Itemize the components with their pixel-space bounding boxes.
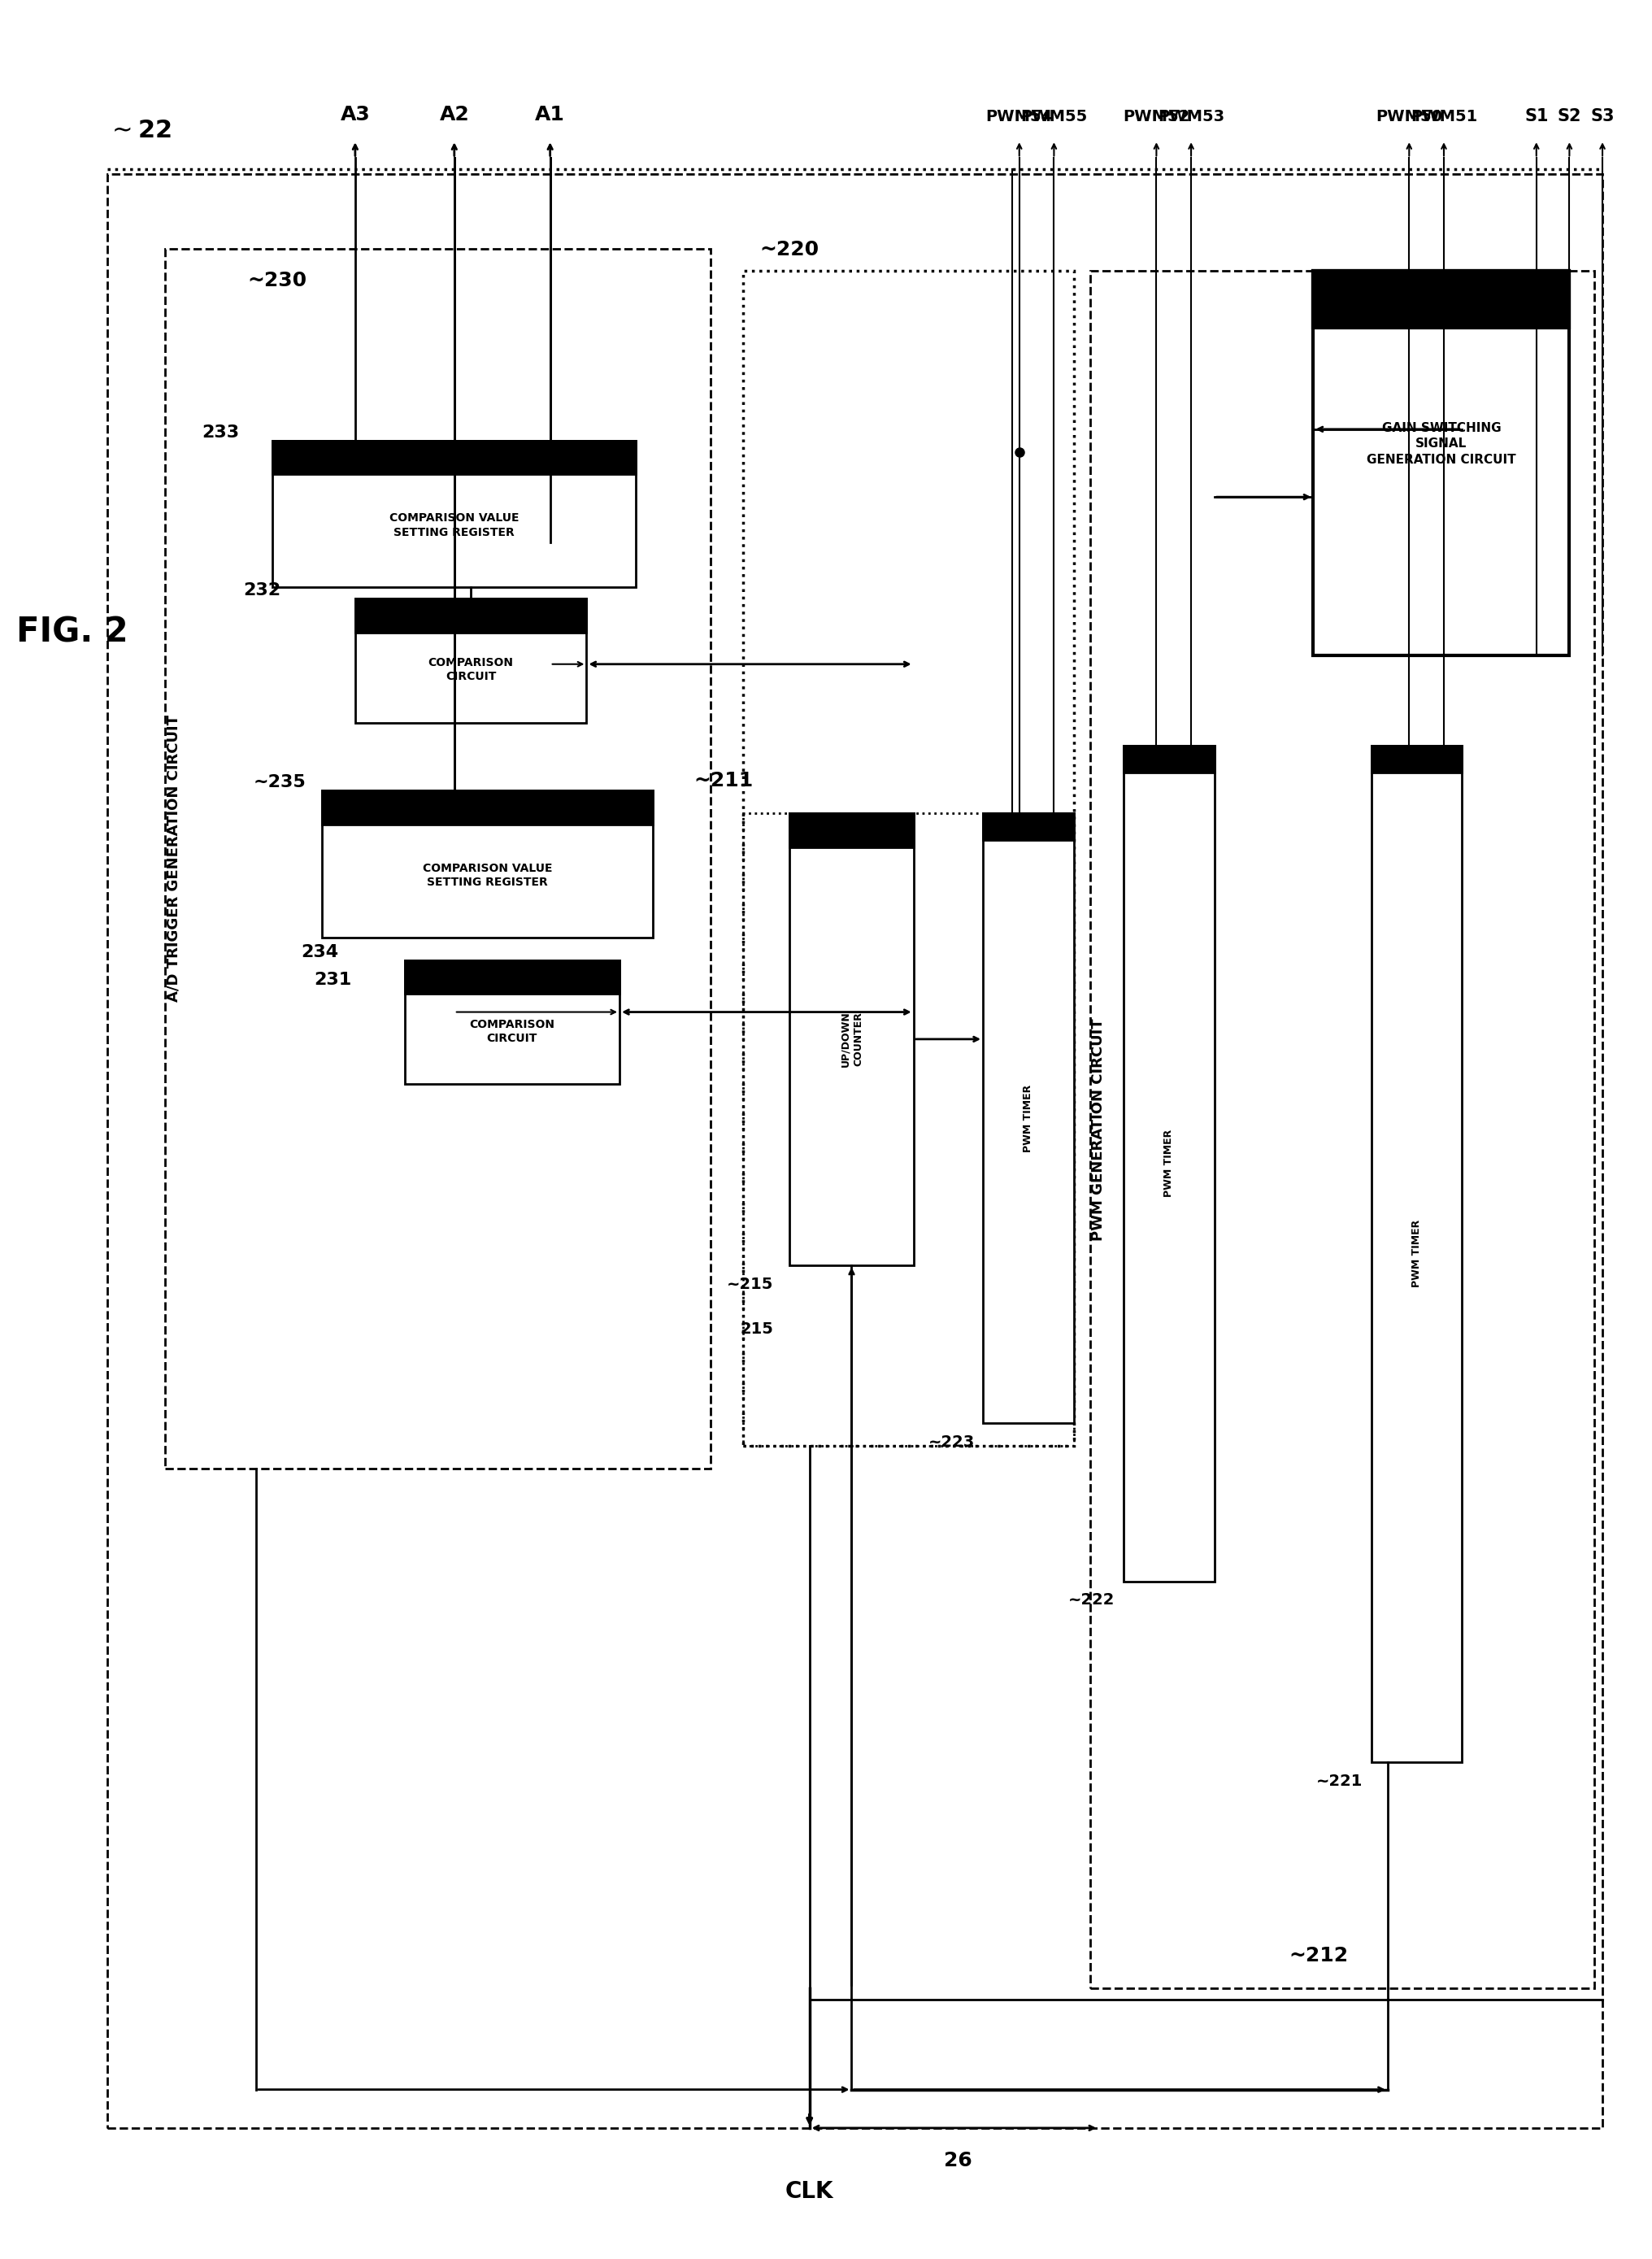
Text: PWM51: PWM51: [1411, 108, 1477, 124]
FancyBboxPatch shape: [355, 599, 586, 723]
Text: FIG. 2: FIG. 2: [17, 614, 129, 651]
Text: A1: A1: [535, 104, 565, 124]
Text: PWM TIMER: PWM TIMER: [1411, 1220, 1422, 1288]
FancyBboxPatch shape: [790, 813, 914, 1265]
FancyBboxPatch shape: [1123, 745, 1214, 1581]
Text: A/D TRIGGER GENERATION CIRCUIT: A/D TRIGGER GENERATION CIRCUIT: [167, 714, 180, 1003]
Text: 26: 26: [943, 2151, 973, 2171]
Text: A2: A2: [439, 104, 469, 124]
Text: ~222: ~222: [1069, 1593, 1115, 1608]
Text: COMPARISON
CIRCUIT: COMPARISON CIRCUIT: [469, 1019, 555, 1044]
FancyBboxPatch shape: [322, 791, 653, 937]
Text: 234: 234: [301, 944, 339, 960]
Text: A3: A3: [340, 104, 370, 124]
Text: ~220: ~220: [760, 239, 819, 260]
Text: ~235: ~235: [253, 775, 306, 791]
FancyBboxPatch shape: [405, 960, 620, 1084]
Text: $\sim$22: $\sim$22: [107, 120, 172, 142]
Text: 231: 231: [314, 971, 352, 987]
FancyBboxPatch shape: [273, 441, 636, 587]
Text: PWM TIMER: PWM TIMER: [1163, 1130, 1175, 1197]
Text: CLK: CLK: [785, 2180, 834, 2203]
Text: 232: 232: [243, 583, 281, 599]
Text: PWM55: PWM55: [1021, 108, 1087, 124]
Text: PWM GENERATION CIRCUIT: PWM GENERATION CIRCUIT: [1092, 1019, 1105, 1240]
FancyBboxPatch shape: [322, 791, 653, 825]
FancyBboxPatch shape: [983, 813, 1074, 1423]
Text: 233: 233: [202, 425, 240, 441]
FancyBboxPatch shape: [1371, 745, 1462, 1762]
Text: PWM53: PWM53: [1158, 108, 1224, 124]
Text: ~211: ~211: [694, 770, 753, 791]
Text: UP/DOWN
COUNTER: UP/DOWN COUNTER: [839, 1012, 864, 1066]
Text: S2: S2: [1558, 108, 1581, 124]
Text: ~230: ~230: [248, 271, 307, 291]
Text: COMPARISON VALUE
SETTING REGISTER: COMPARISON VALUE SETTING REGISTER: [423, 863, 552, 888]
Text: GAIN SWITCHING
SIGNAL
GENERATION CIRCUIT: GAIN SWITCHING SIGNAL GENERATION CIRCUIT: [1366, 422, 1517, 465]
FancyBboxPatch shape: [273, 441, 636, 474]
Text: COMPARISON
CIRCUIT: COMPARISON CIRCUIT: [428, 657, 514, 682]
FancyBboxPatch shape: [1313, 271, 1569, 655]
Text: COMPARISON VALUE
SETTING REGISTER: COMPARISON VALUE SETTING REGISTER: [390, 513, 519, 538]
Text: PWM50: PWM50: [1376, 108, 1442, 124]
Text: PWM TIMER: PWM TIMER: [1023, 1084, 1034, 1152]
Text: PWM54: PWM54: [986, 108, 1052, 124]
Text: S3: S3: [1591, 108, 1614, 124]
FancyBboxPatch shape: [1313, 271, 1569, 328]
FancyBboxPatch shape: [355, 599, 586, 633]
FancyBboxPatch shape: [1371, 745, 1462, 773]
Text: ~223: ~223: [928, 1434, 975, 1450]
Text: ~215: ~215: [727, 1276, 773, 1292]
Text: ~212: ~212: [1289, 1945, 1348, 1965]
FancyBboxPatch shape: [983, 813, 1074, 840]
FancyBboxPatch shape: [1123, 745, 1214, 773]
Text: PWM52: PWM52: [1123, 108, 1189, 124]
FancyBboxPatch shape: [790, 813, 914, 847]
Text: S1: S1: [1525, 108, 1548, 124]
Text: 215: 215: [740, 1322, 773, 1337]
Text: ~221: ~221: [1317, 1773, 1363, 1789]
FancyBboxPatch shape: [405, 960, 620, 994]
